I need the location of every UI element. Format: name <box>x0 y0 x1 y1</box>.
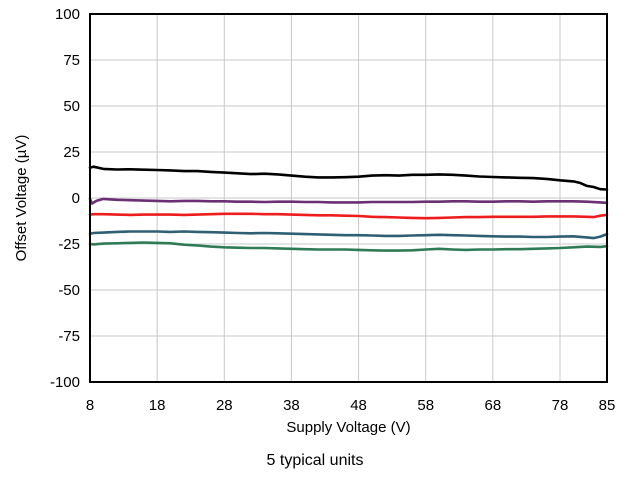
y-tick-label: 25 <box>63 144 80 161</box>
x-tick-label: 85 <box>599 397 616 414</box>
series-line-1 <box>88 165 609 191</box>
x-tick-label: 78 <box>552 397 569 414</box>
x-tick-label: 8 <box>86 397 94 414</box>
x-tick-label: 18 <box>149 397 166 414</box>
plot-frame <box>89 13 608 383</box>
x-tick-label: 58 <box>417 397 434 414</box>
x-tick-label: 48 <box>350 397 367 414</box>
chart-grid <box>90 14 607 382</box>
y-tick-label: -100 <box>50 374 80 391</box>
series-line-5 <box>88 241 609 252</box>
x-axis-label: Supply Voltage (V) <box>286 419 410 436</box>
y-axis-ticks: 100 75 50 25 0 -25 -50 -75 -100 <box>50 6 80 391</box>
series-line-3 <box>88 212 609 220</box>
x-tick-label: 68 <box>485 397 502 414</box>
y-tick-label: -25 <box>58 236 80 253</box>
series-line-4 <box>88 230 609 240</box>
y-axis-label: Offset Voltage (µV) <box>13 135 30 262</box>
chart-caption: 5 typical units <box>266 452 364 469</box>
y-tick-label: -50 <box>58 282 80 299</box>
chart-series-group <box>88 165 609 252</box>
y-tick-label: -75 <box>58 328 80 345</box>
y-tick-label: 100 <box>55 6 80 23</box>
y-tick-label: 0 <box>72 190 80 207</box>
y-tick-label: 75 <box>63 52 80 69</box>
x-axis-ticks: 8 18 28 38 48 58 68 78 85 <box>86 397 616 414</box>
series-line-2 <box>88 197 609 205</box>
x-tick-label: 38 <box>283 397 300 414</box>
y-tick-label: 50 <box>63 98 80 115</box>
x-tick-label: 28 <box>216 397 233 414</box>
